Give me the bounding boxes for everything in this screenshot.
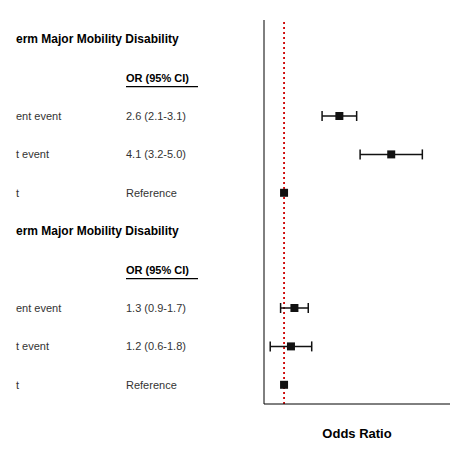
- svg-text:erm Major Mobility Disability: erm Major Mobility Disability: [16, 224, 179, 238]
- svg-text:erm Major Mobility Disability: erm Major Mobility Disability: [16, 32, 179, 46]
- svg-text:t: t: [16, 379, 19, 391]
- svg-text:Reference: Reference: [126, 379, 177, 391]
- svg-text:1.3 (0.9-1.7): 1.3 (0.9-1.7): [126, 302, 186, 314]
- svg-text:t event: t event: [16, 340, 49, 352]
- svg-text:ent event: ent event: [16, 302, 61, 314]
- svg-text:Odds Ratio: Odds Ratio: [322, 426, 391, 441]
- svg-text:OR (95% CI): OR (95% CI): [126, 72, 189, 84]
- svg-text:1.2 (0.6-1.8): 1.2 (0.6-1.8): [126, 340, 186, 352]
- svg-text:t: t: [16, 187, 19, 199]
- svg-text:ent event: ent event: [16, 110, 61, 122]
- svg-text:OR (95% CI): OR (95% CI): [126, 264, 189, 276]
- svg-text:2.6 (2.1-3.1): 2.6 (2.1-3.1): [126, 110, 186, 122]
- svg-text:Reference: Reference: [126, 187, 177, 199]
- svg-text:4.1 (3.2-5.0): 4.1 (3.2-5.0): [126, 148, 186, 160]
- svg-text:t event: t event: [16, 148, 49, 160]
